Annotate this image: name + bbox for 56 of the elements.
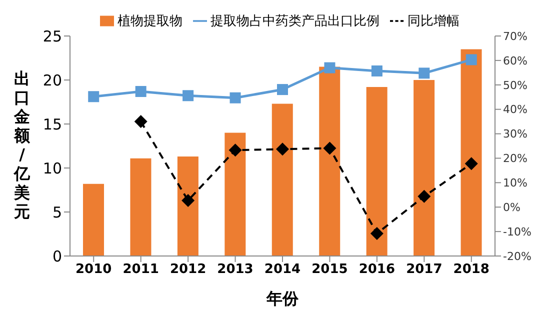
point bbox=[323, 142, 336, 155]
point bbox=[88, 91, 100, 102]
x-axis-title: 年份 bbox=[266, 289, 300, 308]
bar bbox=[130, 158, 152, 256]
x-tick-label: 2018 bbox=[453, 262, 490, 278]
point bbox=[182, 194, 195, 208]
point bbox=[228, 144, 242, 157]
point bbox=[276, 142, 289, 156]
y2-tick-label: 50% bbox=[503, 78, 528, 92]
y-tick-label: 20 bbox=[42, 71, 62, 90]
bar bbox=[319, 66, 340, 256]
point bbox=[466, 54, 477, 66]
y-tick-label: 10 bbox=[42, 159, 62, 178]
x-tick-label: 2010 bbox=[76, 262, 112, 278]
bar bbox=[414, 80, 435, 256]
point bbox=[230, 92, 241, 104]
y-tick-label: 0 bbox=[52, 247, 62, 266]
x-tick-label: 2011 bbox=[122, 262, 159, 278]
point bbox=[464, 157, 478, 170]
y2-tick-label: 60% bbox=[503, 54, 528, 68]
point bbox=[418, 68, 430, 79]
x-tick-label: 2017 bbox=[406, 262, 442, 278]
point bbox=[324, 62, 336, 74]
y2-tick-label: 30% bbox=[503, 128, 528, 141]
y2-tick-label: 20% bbox=[503, 152, 528, 166]
bar bbox=[460, 49, 482, 256]
x-tick-label: 2015 bbox=[312, 262, 348, 278]
x-tick-label: 2012 bbox=[170, 262, 206, 278]
point bbox=[277, 84, 288, 96]
y2-tick-label: -10% bbox=[503, 225, 532, 238]
point bbox=[418, 190, 431, 203]
bar bbox=[83, 184, 104, 256]
y-axis-title: 出口金额/亿美元 bbox=[13, 69, 31, 221]
y2-tick-label: 0% bbox=[503, 201, 520, 214]
point bbox=[182, 90, 194, 102]
bar bbox=[177, 156, 198, 256]
x-tick-label: 2016 bbox=[358, 262, 396, 278]
y-tick-label: 15 bbox=[42, 115, 62, 134]
point bbox=[371, 65, 382, 76]
bar bbox=[224, 132, 246, 256]
x-tick-label: 2013 bbox=[217, 262, 254, 278]
bar bbox=[272, 104, 293, 256]
y2-tick-label: -20% bbox=[503, 250, 532, 263]
y2-tick-label: 10% bbox=[503, 176, 528, 190]
point bbox=[134, 115, 148, 128]
legend-label: 植物提取物 bbox=[118, 14, 182, 29]
x-tick-label: 2014 bbox=[264, 262, 301, 278]
y-tick-label: 25 bbox=[42, 27, 62, 46]
y-tick-label: 5 bbox=[52, 203, 62, 222]
legend-label: 同比增幅 bbox=[408, 14, 460, 29]
legend-label: 提取物占中药类产品出口比例 bbox=[210, 14, 380, 29]
y2-tick-label: 40% bbox=[503, 103, 528, 116]
y2-tick-label: 70% bbox=[503, 30, 528, 43]
point bbox=[370, 227, 384, 240]
point bbox=[135, 86, 146, 97]
bar bbox=[366, 87, 388, 256]
